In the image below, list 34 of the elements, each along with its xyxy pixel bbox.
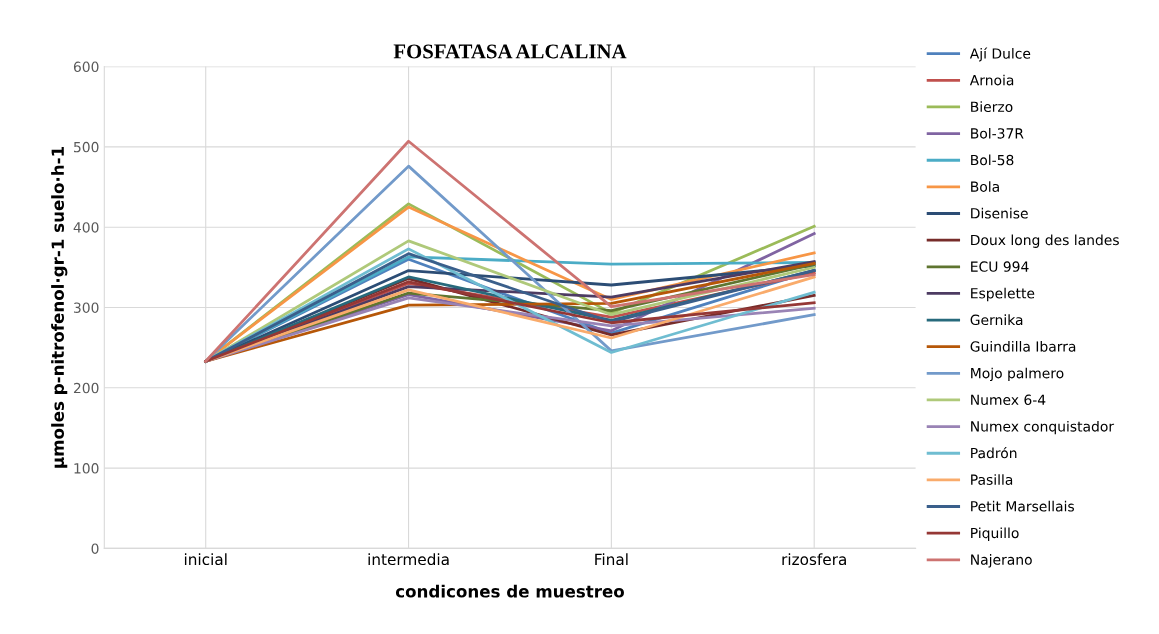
legend-label: Mojo palmero: [971, 367, 1064, 382]
legend-label: Disenise: [971, 207, 1028, 219]
legend-label: Numex 6-4: [971, 394, 1046, 406]
legend-label: Numex conquistador: [971, 420, 1115, 435]
y-tick-label: 500: [74, 141, 99, 153]
x-tick-label: rizosfera: [782, 553, 846, 566]
legend-label: Doux long des landes: [971, 234, 1119, 248]
y-tick-label: 600: [73, 61, 99, 73]
legend-label: Ají Dulce: [969, 47, 1031, 62]
y-tick-label: 400: [73, 222, 99, 233]
legend-label: Espelette: [971, 287, 1035, 302]
legend-label: Bol-37R: [971, 127, 1024, 139]
y-tick-label: 300: [74, 302, 99, 313]
x-tick-label: inicial: [184, 553, 227, 566]
legend-label: Gernika: [970, 314, 1023, 326]
x-axis-title: condicones de muestreo: [395, 584, 624, 598]
x-tick-label: Final: [595, 553, 628, 566]
legend-label: Piquillo: [971, 527, 1019, 541]
y-tick-label: 100: [74, 463, 99, 474]
y-axis-title: µmoles p-nitrofenol·gr-1 suelo·h-1: [51, 147, 68, 468]
legend-label: Bol-58: [971, 154, 1014, 166]
legend-label: Guindilla Ibarra: [970, 341, 1076, 352]
chart-title: FOSFATASA ALCALINA: [393, 44, 627, 59]
legend-label: Pasilla: [971, 474, 1013, 485]
legend-label: Petit Marsellais: [971, 500, 1074, 512]
legend-label: Arnoia: [969, 74, 1014, 86]
legend-label: ECU 994: [971, 261, 1029, 272]
legend-label: Bola: [971, 181, 999, 192]
legend-label: Bierzo: [971, 101, 1013, 113]
legend-label: Padrón: [971, 446, 1017, 459]
y-tick-label: 0: [91, 543, 99, 554]
legend-label: Najerano: [971, 554, 1032, 568]
x-tick-label: intermedia: [368, 553, 449, 566]
y-tick-label: 200: [73, 382, 99, 394]
